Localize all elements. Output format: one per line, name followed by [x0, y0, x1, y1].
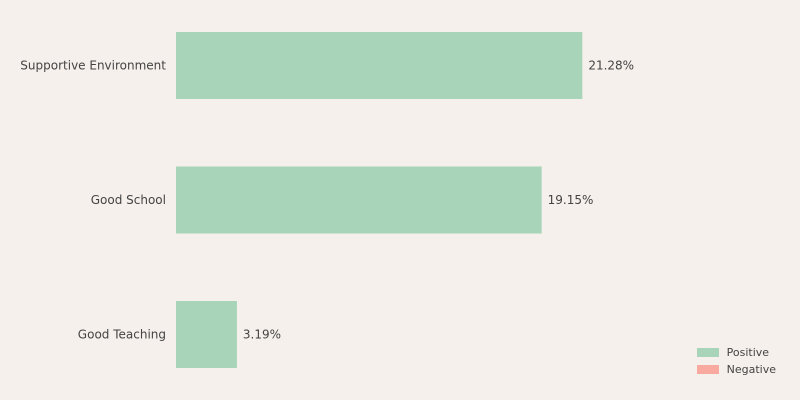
- legend-swatch-negative: [696, 365, 719, 374]
- value-label: 3.19%: [243, 328, 281, 342]
- bar-good-school: [176, 166, 542, 234]
- category-label: Good Teaching: [78, 328, 166, 342]
- legend-label-positive: Positive: [726, 346, 770, 359]
- legend-swatch-positive: [696, 348, 719, 357]
- bar-good-teaching: [176, 301, 237, 368]
- legend-label-negative: Negative: [726, 363, 776, 376]
- bar-supportive-environment: [176, 32, 583, 99]
- value-label: 21.28%: [588, 59, 634, 73]
- category-label: Good School: [91, 193, 166, 207]
- legend: Positive Negative: [696, 346, 776, 376]
- category-label: Supportive Environment: [20, 59, 166, 73]
- value-label: 19.15%: [548, 193, 594, 207]
- legend-item-negative: Negative: [696, 363, 776, 376]
- legend-item-positive: Positive: [696, 346, 776, 359]
